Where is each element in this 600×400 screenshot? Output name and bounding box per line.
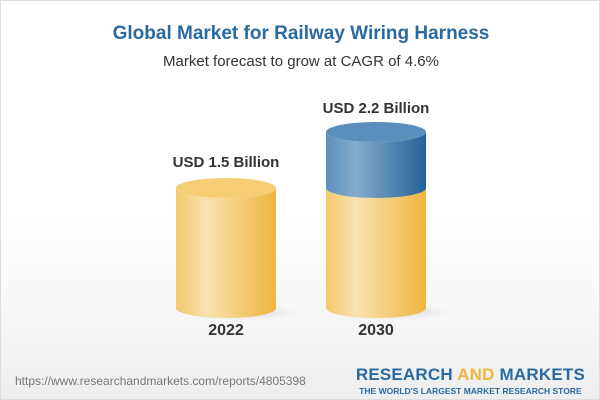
cylinder-base-2022 xyxy=(176,188,276,318)
data-label-2022: USD 1.5 Billion xyxy=(173,154,280,171)
logo-word-3: MARKETS xyxy=(499,365,585,384)
data-label-2030: USD 2.2 Billion xyxy=(323,100,430,117)
chart-title: Global Market for Railway Wiring Harness xyxy=(112,23,490,44)
category-label-2030: 2030 xyxy=(358,322,394,339)
chart-subtitle: Market forecast to grow at CAGR of 4.6% xyxy=(163,53,439,70)
cylinder-top-2022 xyxy=(176,178,276,198)
cylinder-chart: USD 1.5 Billion USD 2.2 Billion 2022 203… xyxy=(173,100,451,339)
cylinder-growth-2030 xyxy=(326,132,426,198)
logo-word-1: RESEARCH xyxy=(355,365,453,384)
logo-tagline: THE WORLD'S LARGEST MARKET RESEARCH STOR… xyxy=(359,386,582,396)
logo-word-2: AND xyxy=(457,365,495,384)
cylinder-base-2030 xyxy=(326,188,426,318)
category-label-2022: 2022 xyxy=(208,322,244,339)
report-url[interactable]: https://www.researchandmarkets.com/repor… xyxy=(15,374,306,388)
research-and-markets-logo: RESEARCH AND MARKETS THE WORLD'S LARGEST… xyxy=(356,365,585,396)
cylinder-top-2030 xyxy=(326,122,426,142)
